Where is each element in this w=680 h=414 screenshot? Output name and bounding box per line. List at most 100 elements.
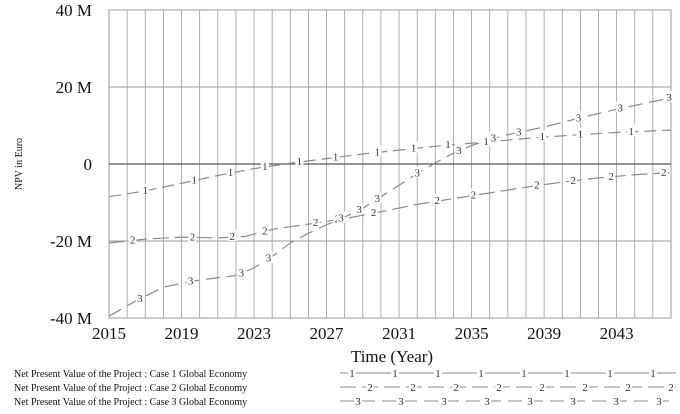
legend-marker-bg-3 (526, 395, 534, 406)
marker-bg-1 (331, 150, 340, 162)
legend-marker-3: 3 (398, 396, 404, 408)
series-marker-3: 3 (617, 103, 623, 115)
legend-marker-3: 3 (484, 396, 490, 408)
legend-marker-1: 1 (349, 368, 355, 380)
marker-bg-1 (260, 160, 269, 172)
legend-marker-2: 2 (367, 382, 373, 394)
series-marker-1: 1 (375, 146, 381, 158)
series-marker-3: 3 (375, 193, 381, 205)
legend-marker-bg-3 (440, 395, 448, 406)
legend-marker-1: 1 (521, 368, 527, 380)
series-marker-2: 2 (230, 231, 236, 243)
marker-bg-2 (607, 169, 616, 181)
legend-label-1: Net Present Value of the Project : Case … (14, 369, 247, 380)
legend-marker-bg-2 (538, 381, 546, 392)
series-marker-2: 2 (608, 171, 614, 183)
legend-marker-1: 1 (607, 368, 613, 380)
marker-bg-3 (665, 91, 674, 103)
y-tick-label: -20 M (50, 232, 92, 251)
legend-marker-3: 3 (441, 396, 447, 408)
series-marker-2: 2 (534, 180, 540, 192)
legend-marker-bg-3 (612, 395, 620, 406)
y-tick-label: -40 M (50, 309, 92, 328)
marker-bg-1 (295, 155, 304, 167)
legend-marker-bg-1 (563, 367, 571, 378)
marker-bg-1 (444, 138, 453, 150)
legend-label-3: Net Present Value of the Project : Case … (14, 397, 247, 408)
marker-bg-3 (355, 203, 364, 215)
marker-bg-3 (237, 266, 246, 278)
marker-bg-3 (135, 291, 144, 303)
x-tick-label: 2043 (600, 324, 634, 343)
legend-marker-1: 1 (564, 368, 570, 380)
legend-label-2: Net Present Value of the Project : Case … (14, 383, 247, 394)
legend-marker-bg-1 (391, 367, 399, 378)
marker-bg-3 (373, 192, 382, 204)
marker-bg-3 (337, 211, 346, 223)
legend-marker-2: 2 (453, 382, 459, 394)
marker-bg-2 (188, 230, 197, 242)
series-marker-3: 3 (456, 145, 462, 157)
legend-marker-bg-3 (354, 395, 362, 406)
legend-marker-2: 2 (582, 382, 588, 394)
marker-bg-2 (433, 194, 442, 206)
series-marker-3: 3 (666, 92, 672, 104)
legend-marker-3: 3 (355, 396, 361, 408)
legend-marker-2: 2 (496, 382, 502, 394)
marker-bg-3 (574, 111, 583, 123)
legend-marker-bg-1 (477, 367, 485, 378)
legend-marker-bg-1 (348, 367, 356, 378)
legend-marker-bg-2 (409, 381, 417, 392)
marker-bg-1 (482, 134, 491, 146)
y-axis-label: NPV in Euro (14, 138, 25, 190)
series-marker-3: 3 (516, 126, 522, 138)
marker-bg-1 (226, 166, 235, 178)
marker-bg-2 (369, 206, 378, 218)
x-tick-label: 2015 (92, 324, 126, 343)
series-marker-1: 1 (483, 136, 489, 148)
marker-bg-3 (616, 101, 625, 113)
series-marker-2: 2 (190, 231, 196, 243)
series-marker-1: 1 (143, 185, 149, 197)
x-tick-label: 2019 (165, 324, 199, 343)
legend-marker-1: 1 (392, 368, 398, 380)
legend-marker-bg-3 (655, 395, 663, 406)
legend-marker-3: 3 (570, 396, 576, 408)
marker-bg-1 (141, 183, 150, 195)
x-tick-label: 2039 (527, 324, 561, 343)
series-marker-1: 1 (191, 175, 197, 187)
x-tick-label: 2023 (237, 324, 271, 343)
legend-marker-bg-2 (624, 381, 632, 392)
series-marker-2: 2 (471, 189, 477, 201)
legend-marker-2: 2 (410, 382, 416, 394)
marker-bg-2 (228, 230, 237, 242)
legend-marker-1: 1 (650, 368, 656, 380)
legend-marker-2: 2 (625, 382, 631, 394)
marker-bg-1 (409, 141, 418, 153)
series-marker-3: 3 (414, 168, 420, 180)
series-marker-1: 1 (578, 129, 584, 141)
marker-bg-3 (186, 274, 195, 286)
legend-marker-2: 2 (668, 382, 674, 394)
y-tick-label: 20 M (56, 78, 92, 97)
marker-bg-1 (627, 124, 636, 136)
marker-bg-2 (469, 188, 478, 200)
legend-marker-bg-2 (495, 381, 503, 392)
series-marker-3: 3 (239, 267, 245, 279)
series-marker-2: 2 (661, 167, 667, 179)
legend-marker-bg-2 (366, 381, 374, 392)
series-marker-2: 2 (570, 175, 576, 187)
legend-marker-bg-2 (667, 381, 675, 392)
marker-bg-3 (454, 143, 463, 155)
marker-bg-1 (538, 130, 547, 142)
marker-bg-1 (373, 145, 382, 157)
series-marker-3: 3 (188, 275, 194, 287)
series-marker-2: 2 (434, 195, 440, 207)
x-tick-label: 2035 (455, 324, 489, 343)
series-marker-2: 2 (313, 217, 319, 229)
series-markers: 1111111111111222222222222233333333333333 (128, 91, 674, 305)
series-marker-3: 3 (266, 253, 272, 265)
series-marker-2: 2 (371, 207, 377, 219)
